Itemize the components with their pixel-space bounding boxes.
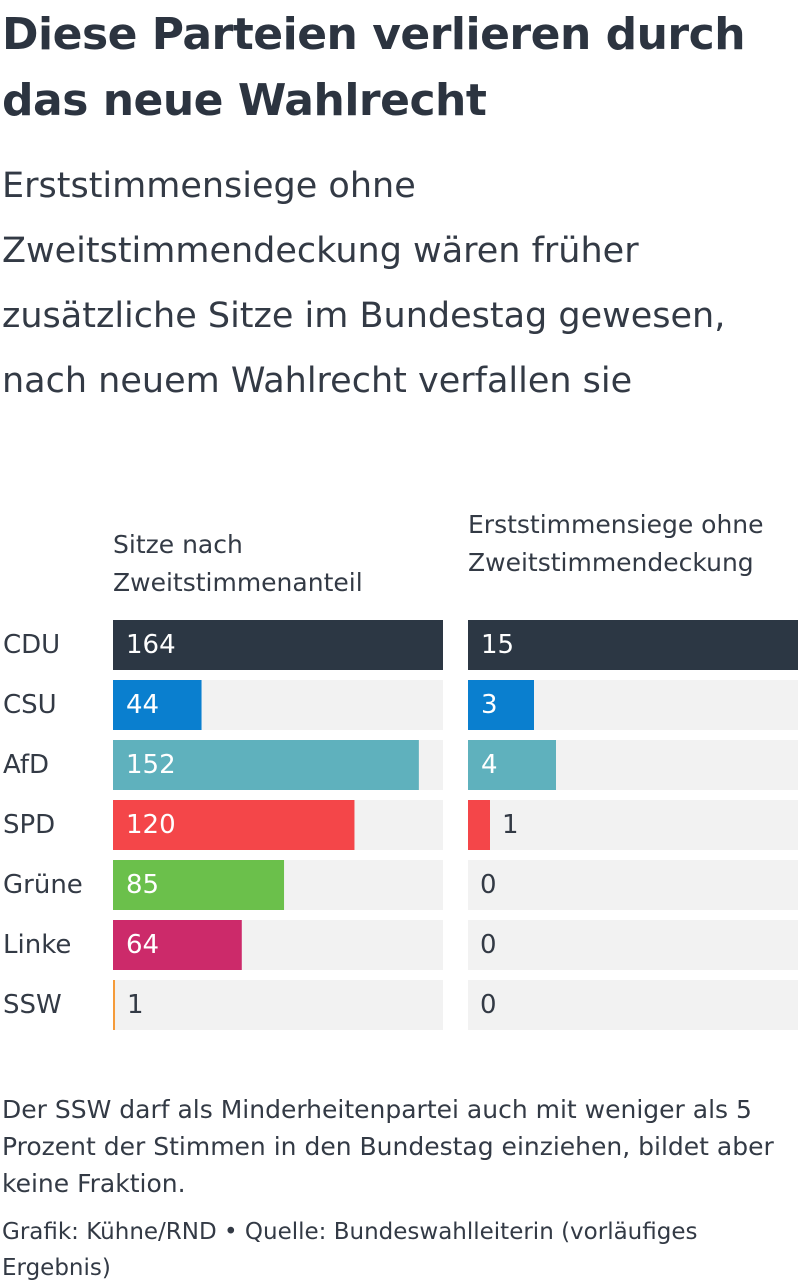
footnote: Der SSW darf als Minderheitenpartei auch… (2, 1095, 774, 1198)
bar-ssw-s1 (113, 980, 116, 1030)
bar-afd-s1 (113, 740, 419, 790)
bar-track-gruene-s2 (468, 860, 798, 910)
bar-cdu-s1 (113, 620, 443, 670)
value-label-spd-s1: 120 (126, 810, 176, 840)
value-label-afd-s1: 152 (126, 750, 176, 780)
bar-gruene-s1 (113, 860, 285, 910)
value-label-linke-s2: 0 (480, 930, 497, 960)
value-label-gruene-s1: 85 (126, 870, 159, 900)
category-label-gruene: Grüne (3, 870, 83, 900)
value-label-cdu-s2: 15 (481, 630, 514, 660)
bar-csu-s2 (468, 680, 534, 730)
value-label-ssw-s1: 1 (127, 990, 144, 1020)
category-label-linke: Linke (3, 930, 71, 960)
category-label-spd: SPD (3, 810, 55, 840)
value-label-ssw-s2: 0 (480, 990, 497, 1020)
bar-linke-s1 (113, 920, 242, 970)
bar-cdu-s2 (468, 620, 798, 670)
bar-track-ssw-s2 (468, 980, 798, 1030)
value-label-afd-s2: 4 (481, 750, 498, 780)
category-label-cdu: CDU (3, 630, 60, 660)
chart-title: Diese Parteien verlieren durch das neue … (2, 9, 746, 126)
source-note: Grafik: Kühne/RND • Quelle: Bundeswahlle… (2, 1219, 698, 1281)
value-label-csu-s2: 3 (481, 690, 498, 720)
bar-track-spd-s2 (468, 800, 798, 850)
column-header-first-votes: Erststimmensiege ohne Zweitstimmendeckun… (468, 510, 764, 577)
value-label-gruene-s2: 0 (480, 870, 497, 900)
bar-spd-s2 (468, 800, 490, 850)
chart-subtitle: Erststimmensiege ohne Zweitstimmendeckun… (2, 166, 726, 401)
value-label-cdu-s1: 164 (126, 630, 176, 660)
bar-track-ssw-s1 (113, 980, 443, 1030)
value-label-spd-s2: 1 (502, 810, 519, 840)
bar-afd-s2 (468, 740, 556, 790)
category-label-afd: AfD (3, 750, 49, 780)
value-label-linke-s1: 64 (126, 930, 159, 960)
value-label-csu-s1: 44 (126, 690, 159, 720)
bar-csu-s1 (113, 680, 202, 730)
column-header-seats: Sitze nach Zweitstimmenanteil (113, 530, 363, 597)
category-label-ssw: SSW (3, 990, 62, 1020)
bar-spd-s1 (113, 800, 355, 850)
category-label-csu: CSU (3, 690, 57, 720)
bar-track-linke-s2 (468, 920, 798, 970)
